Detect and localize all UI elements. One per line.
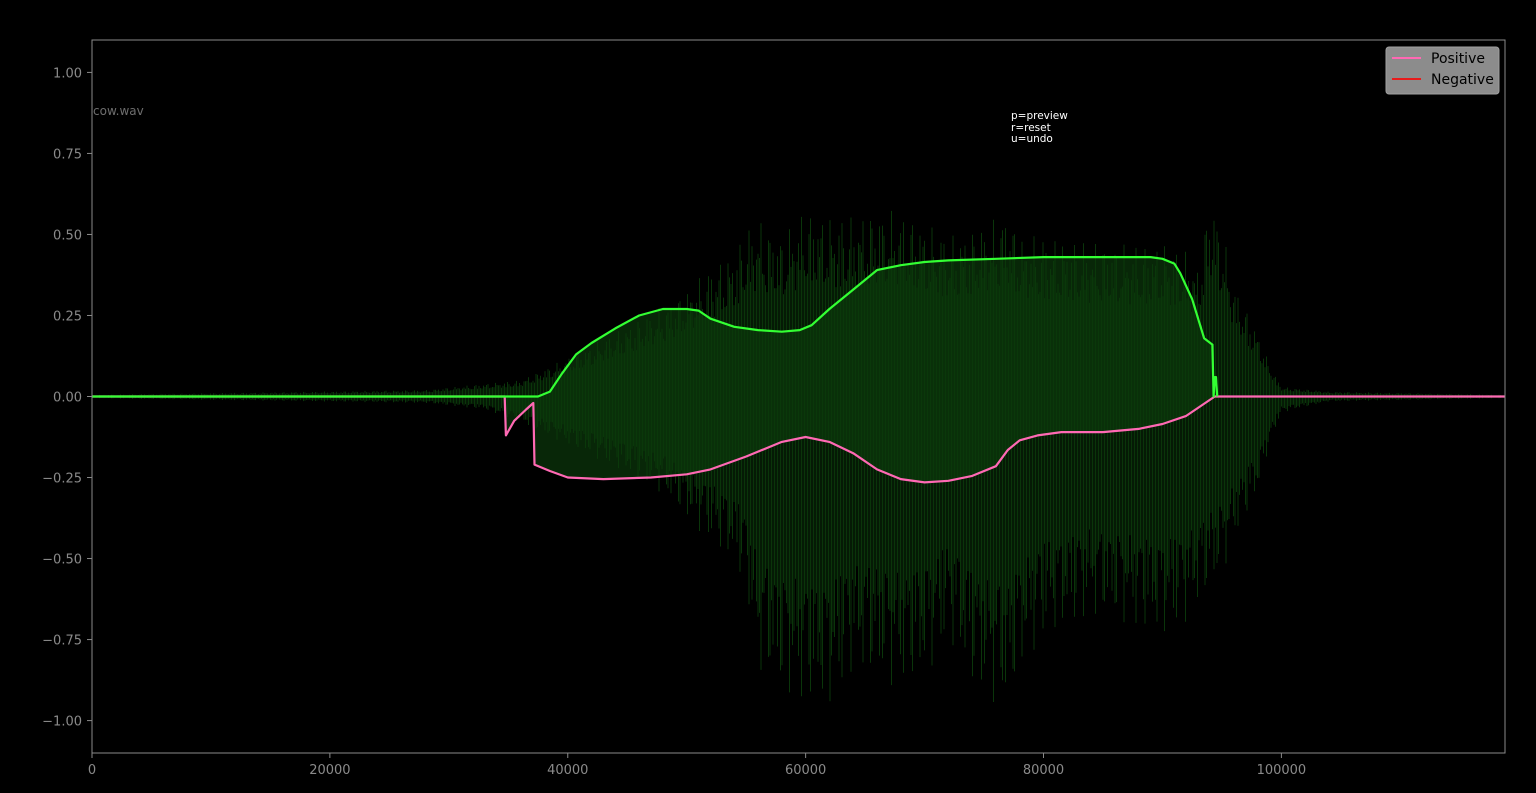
legend-label-positive: Positive	[1431, 51, 1485, 67]
help-reset: r=reset	[1011, 122, 1051, 134]
negative-envelope-line[interactable]	[92, 395, 1505, 484]
x-tick-label: 0	[88, 763, 96, 778]
y-tick-label: 0.75	[53, 147, 82, 162]
help-preview: p=preview	[1011, 110, 1068, 122]
envelope-lines-layer[interactable]	[92, 256, 1505, 484]
y-tick-label: 0.25	[53, 309, 82, 324]
y-tick-label: −0.25	[42, 472, 82, 487]
axis-ticks: 0 20000 40000 60000 80000 100000 1.00 0.75 0.50 0…	[42, 66, 1306, 778]
file-name-label: cow.wav	[93, 104, 144, 118]
y-tick-label: −0.50	[42, 553, 82, 568]
y-tick-label: −0.75	[42, 634, 82, 649]
x-tick-label: 80000	[1023, 763, 1064, 778]
legend-label-negative: Negative	[1431, 72, 1494, 88]
y-tick-label: 0.00	[53, 391, 82, 406]
positive-envelope-line[interactable]	[92, 256, 1219, 398]
help-undo: u=undo	[1011, 133, 1053, 145]
x-tick-label: 60000	[785, 763, 826, 778]
y-tick-label: 1.00	[53, 66, 82, 81]
x-tick-label: 40000	[547, 763, 588, 778]
legend: Positive Negative	[1385, 46, 1500, 95]
y-tick-label: −1.00	[42, 715, 82, 730]
x-tick-label: 20000	[309, 763, 350, 778]
y-tick-label: 0.50	[53, 228, 82, 243]
x-tick-label: 100000	[1257, 763, 1307, 778]
